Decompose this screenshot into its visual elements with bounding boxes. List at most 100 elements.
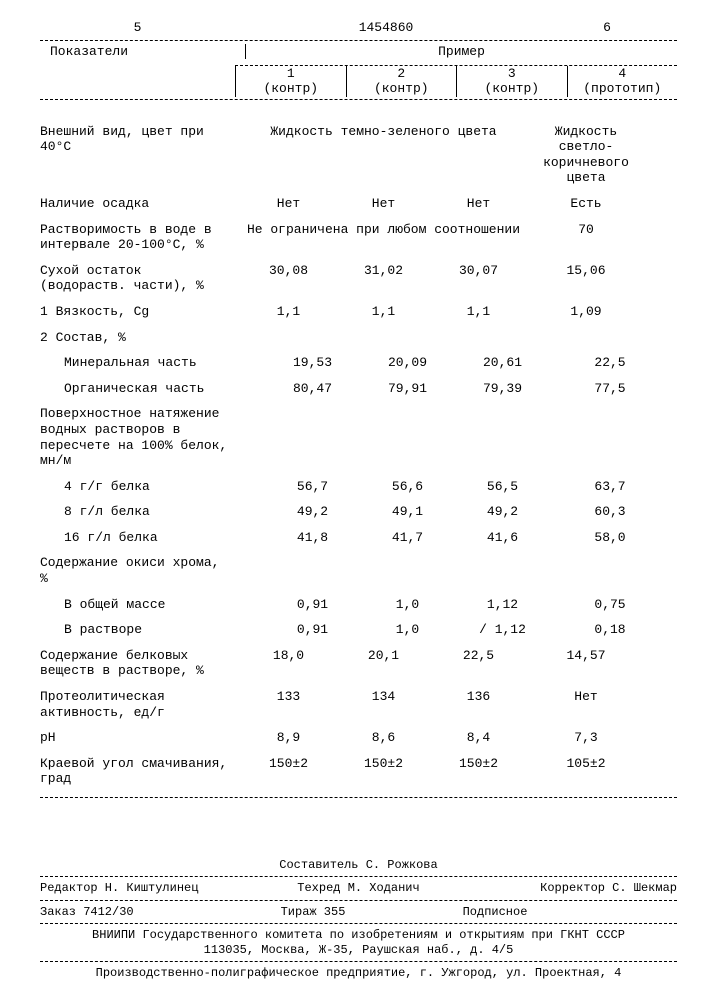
col-num-5: 5 — [40, 20, 235, 36]
row-label: Органическая часть — [40, 381, 265, 397]
col-3: 3(контр) — [456, 66, 567, 97]
cell-1: 150±2 — [241, 756, 336, 787]
cell-1: 19,53 — [265, 355, 360, 371]
cell-1: 0,91 — [265, 622, 360, 638]
row-label: Содержание белковых веществ в растворе, … — [40, 648, 241, 679]
cell-3: 22,5 — [431, 648, 526, 679]
cell-4: Нет — [526, 689, 646, 720]
cell-4: 14,57 — [526, 648, 646, 679]
row-span-1-3: Не ограничена при любом соотношении — [241, 222, 526, 253]
cell-3: 56,5 — [455, 479, 550, 495]
col-4: 4(прототип) — [567, 66, 678, 97]
row-label: Минеральная часть — [40, 355, 265, 371]
cell-1: 49,2 — [265, 504, 360, 520]
cell-4: Жидкость светло-коричневого цвета — [526, 124, 646, 186]
header-label: Показатели — [40, 44, 245, 60]
data-table-body: Внешний вид, цвет при 40°СЖидкость темно… — [40, 124, 677, 787]
col-num-6: 6 — [537, 20, 677, 36]
cell-4 — [526, 406, 646, 468]
cell-4: 22,5 — [550, 355, 670, 371]
order: Заказ 7412/30 — [40, 905, 222, 919]
cell-4: 105±2 — [526, 756, 646, 787]
cell-3 — [431, 555, 526, 586]
corrector: Корректор С. Шекмар — [465, 881, 677, 895]
table-row: pH8,98,68,47,3 — [40, 730, 677, 746]
cell-4 — [526, 555, 646, 586]
cell-3: 150±2 — [431, 756, 526, 787]
cell-2: 20,1 — [336, 648, 431, 679]
table-row: Растворимость в воде в интервале 20-100°… — [40, 222, 677, 253]
table-row: 2 Состав, % — [40, 330, 677, 346]
table-row: Протеолитическая активность, ед/г1331341… — [40, 689, 677, 720]
cell-4: 63,7 — [550, 479, 670, 495]
org1: ВНИИПИ Государственного комитета по изоб… — [40, 923, 677, 942]
row-label: 4 г/г белка — [40, 479, 265, 495]
cell-1: 56,7 — [265, 479, 360, 495]
cell-2: 49,1 — [360, 504, 455, 520]
table-row: Минеральная часть19,5320,0920,6122,5 — [40, 355, 677, 371]
cell-4: 77,5 — [550, 381, 670, 397]
cell-2: 150±2 — [336, 756, 431, 787]
row-label: 1 Вязкость, Cg — [40, 304, 241, 320]
row-label: Растворимость в воде в интервале 20-100°… — [40, 222, 241, 253]
cell-2: 41,7 — [360, 530, 455, 546]
cell-1: 1,1 — [241, 304, 336, 320]
cell-2: 1,0 — [360, 597, 455, 613]
table-row: Содержание белковых веществ в растворе, … — [40, 648, 677, 679]
cell-3: 20,61 — [455, 355, 550, 371]
cell-4: 70 — [526, 222, 646, 253]
row-span-1-3: Жидкость темно-зеленого цвета — [241, 124, 526, 186]
table-row: Наличие осадкаНетНетНетЕсть — [40, 196, 677, 212]
cell-3: 79,39 — [455, 381, 550, 397]
cell-4: 15,06 — [526, 263, 646, 294]
row-label: Наличие осадка — [40, 196, 241, 212]
row-label: В общей массе — [40, 597, 265, 613]
cell-3: 49,2 — [455, 504, 550, 520]
cell-3: 8,4 — [431, 730, 526, 746]
row-label: Протеолитическая активность, ед/г — [40, 689, 241, 720]
cell-4: 58,0 — [550, 530, 670, 546]
row-label: В растворе — [40, 622, 265, 638]
cell-1 — [241, 406, 336, 468]
cell-2: 134 — [336, 689, 431, 720]
cell-1: 80,47 — [265, 381, 360, 397]
cell-1: 8,9 — [241, 730, 336, 746]
cell-1 — [241, 555, 336, 586]
cell-3 — [431, 406, 526, 468]
table-row: В растворе0,911,0/ 1,120,18 — [40, 622, 677, 638]
table-row: Сухой остаток (водораств. части), %30,08… — [40, 263, 677, 294]
cell-1: 30,08 — [241, 263, 336, 294]
cell-4: 0,18 — [550, 622, 670, 638]
cell-2 — [336, 330, 431, 346]
tech: Техред М. Ходанич — [252, 881, 464, 895]
cell-2 — [336, 555, 431, 586]
cell-1: 133 — [241, 689, 336, 720]
editor: Редактор Н. Киштулинец — [40, 881, 252, 895]
cell-3: 1,1 — [431, 304, 526, 320]
cell-3 — [431, 330, 526, 346]
col-1: 1(контр) — [236, 66, 346, 97]
cell-3: Нет — [431, 196, 526, 212]
tirage: Тираж 355 — [222, 905, 404, 919]
table-row: 4 г/г белка56,756,656,563,7 — [40, 479, 677, 495]
header-example: Пример — [245, 44, 677, 60]
table-row: В общей массе0,911,01,120,75 — [40, 597, 677, 613]
cell-2: 20,09 — [360, 355, 455, 371]
cell-2: 56,6 — [360, 479, 455, 495]
row-label: Поверхностное натяжение водных растворов… — [40, 406, 241, 468]
subscr: Подписное — [404, 905, 586, 919]
row-label: Содержание окиси хрома, % — [40, 555, 241, 586]
row-label: Краевой угол смачивания, град — [40, 756, 241, 787]
cell-3: 41,6 — [455, 530, 550, 546]
cell-1: 41,8 — [265, 530, 360, 546]
cell-3: 30,07 — [431, 263, 526, 294]
cell-1 — [241, 330, 336, 346]
table-row: 8 г/л белка49,249,149,260,3 — [40, 504, 677, 520]
cell-4: 0,75 — [550, 597, 670, 613]
cell-1: 0,91 — [265, 597, 360, 613]
cell-3: 1,12 — [455, 597, 550, 613]
cell-1: 18,0 — [241, 648, 336, 679]
cell-4 — [526, 330, 646, 346]
row-label: pH — [40, 730, 241, 746]
row-label: 8 г/л белка — [40, 504, 265, 520]
